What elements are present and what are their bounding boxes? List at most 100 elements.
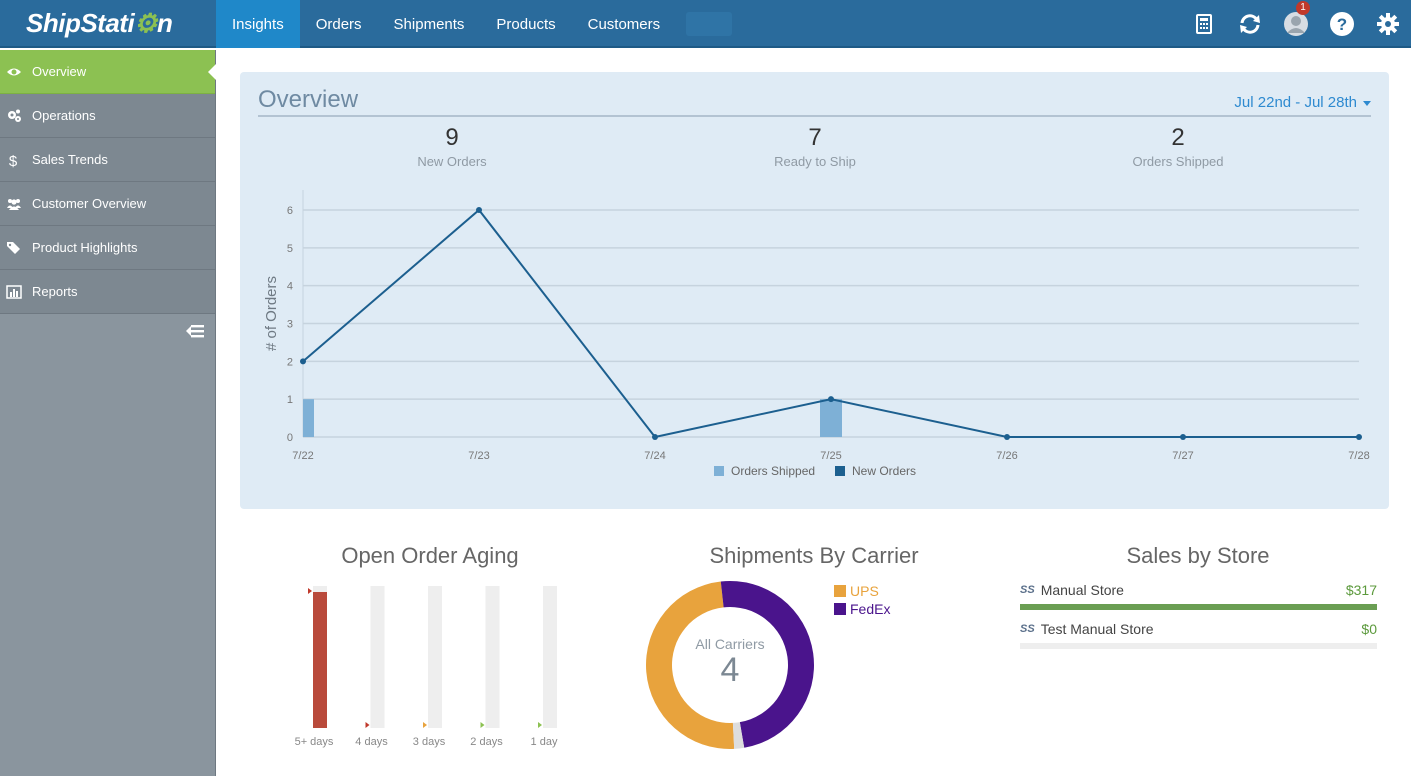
donut-slice-fedex [720, 580, 815, 748]
store-name: Test Manual Store [1040, 621, 1154, 637]
sidebar-item-overview[interactable]: Overview [0, 50, 216, 94]
tags-icon [7, 242, 20, 254]
notification-badge: 1 [1296, 1, 1310, 15]
y-tick-label: 1 [287, 394, 293, 406]
store-name: Manual Store [1040, 582, 1124, 598]
gears-icon [8, 109, 21, 122]
donut-slice-ups [646, 581, 735, 749]
legend-swatch [834, 585, 846, 597]
top-bar: ShipStati⚙n Insights Orders Shipments Pr… [0, 0, 1411, 48]
sales-by-store-title: Sales by Store [1126, 543, 1270, 568]
sidebar-item-product-highlights[interactable]: Product Highlights [0, 226, 215, 270]
shipments-by-carrier-donut [646, 580, 815, 749]
store-amount: $317 [1345, 582, 1377, 598]
title-divider [258, 115, 1371, 117]
y-tick-label: 6 [287, 205, 293, 217]
stat-label: New Orders [417, 154, 487, 169]
bar-chart-icon [6, 285, 22, 299]
stat-label: Ready to Ship [774, 154, 856, 169]
user-avatar-icon[interactable]: 1 [1273, 0, 1319, 48]
store-row-test-manual: SS Test Manual Store $0 [1020, 619, 1377, 649]
stat-value: 7 [808, 124, 822, 151]
shipments-by-carrier-title: Shipments By Carrier [709, 543, 919, 568]
nav-placeholder [686, 12, 733, 36]
store-sales-bar [1020, 604, 1377, 610]
aging-marker-icon [538, 722, 542, 728]
sidebar-item-customer-overview[interactable]: Customer Overview [0, 182, 215, 226]
calculator-icon[interactable] [1181, 0, 1227, 48]
sidebar-item-label: Product Highlights [32, 240, 138, 255]
aging-bar-track [485, 586, 500, 728]
caret-down-icon [1363, 100, 1371, 106]
stat-value: 2 [1171, 124, 1185, 151]
aging-bar [313, 592, 327, 728]
sidebar-item-operations[interactable]: Operations [0, 94, 215, 138]
store-sales-bar [1020, 643, 1377, 649]
shipstation-store-icon: SS [1020, 623, 1035, 635]
aging-label: 5+ days [295, 736, 334, 748]
point-new-orders [476, 207, 482, 213]
x-tick-label: 7/27 [1172, 450, 1193, 462]
y-axis-label: # of Orders [263, 276, 280, 351]
aging-label: 2 days [470, 736, 503, 748]
nav-shipments[interactable]: Shipments [393, 16, 465, 33]
sidebar-item-sales-trends[interactable]: $ Sales Trends [0, 138, 215, 182]
sidebar-item-reports[interactable]: Reports [0, 270, 215, 314]
aging-label: 1 day [531, 736, 558, 748]
point-new-orders [828, 396, 834, 403]
y-tick-label: 5 [287, 243, 293, 255]
donut-center-value: 4 [720, 651, 740, 689]
x-tick-label: 7/26 [996, 450, 1017, 462]
aging-bar-track [370, 586, 385, 728]
legend-item-fedex[interactable]: FedEx [834, 600, 890, 618]
collapse-sidebar-icon[interactable] [185, 322, 205, 340]
stat-label: Orders Shipped [1132, 154, 1224, 169]
stat-ready-to-ship: 7 Ready to Ship [695, 124, 935, 169]
shipstation-logo[interactable]: ShipStati⚙n [26, 8, 173, 38]
sidebar-item-label: Operations [32, 108, 96, 123]
sidebar-item-label: Overview [32, 64, 87, 79]
sidebar: Overview Operations $ Sales Trends Custo… [0, 50, 216, 776]
sidebar-item-label: Sales Trends [32, 152, 108, 167]
legend-swatch-new-orders [835, 466, 845, 476]
page-title: Overview [258, 86, 359, 113]
point-new-orders [1180, 434, 1186, 440]
x-tick-label: 7/23 [468, 450, 489, 462]
aging-label: 3 days [413, 736, 446, 748]
legend-label: UPS [850, 583, 879, 599]
overview-panel: Overview Jul 22nd - Jul 28th 9 New Order… [240, 72, 1389, 509]
y-tick-label: 2 [287, 356, 293, 368]
donut-center-caption: All Carriers [695, 636, 765, 652]
nav-orders[interactable]: Orders [315, 16, 362, 33]
aging-marker-icon [308, 588, 312, 594]
nav-customers[interactable]: Customers [587, 16, 661, 33]
donut-slice-gap [732, 722, 745, 749]
stat-orders-shipped: 2 Orders Shipped [1058, 124, 1298, 169]
point-new-orders [652, 434, 658, 440]
date-range-dropdown[interactable]: Jul 22nd - Jul 28th [1234, 94, 1371, 111]
settings-gear-icon[interactable] [1365, 0, 1411, 48]
store-row-manual: SS Manual Store $317 [1020, 580, 1377, 610]
open-order-aging-title: Open Order Aging [341, 543, 519, 568]
users-icon [7, 199, 21, 210]
point-new-orders [300, 358, 306, 365]
y-tick-label: 4 [287, 281, 293, 293]
legend-swatch [834, 603, 846, 615]
sidebar-item-label: Reports [32, 284, 78, 299]
help-icon[interactable]: ? [1319, 0, 1365, 48]
x-tick-label: 7/24 [644, 450, 665, 462]
donut-center-label: All Carriers 4 [680, 636, 780, 688]
bar-orders-shipped [303, 399, 314, 437]
svg-text:?: ? [1337, 15, 1347, 34]
legend-item-ups[interactable]: UPS [834, 582, 890, 600]
nav-products[interactable]: Products [496, 16, 556, 33]
x-tick-label: 7/22 [292, 450, 313, 462]
x-tick-label: 7/28 [1348, 450, 1369, 462]
svg-text:$: $ [9, 153, 18, 168]
aging-label: 4 days [355, 736, 388, 748]
top-toolbar: 1 ? [1181, 0, 1411, 48]
open-order-aging-chart: 5+ days 4 days 3 days 2 days 1 day [295, 586, 558, 748]
refresh-icon[interactable] [1227, 0, 1273, 48]
nav-insights[interactable]: Insights [216, 0, 300, 48]
aging-marker-icon [423, 722, 427, 728]
